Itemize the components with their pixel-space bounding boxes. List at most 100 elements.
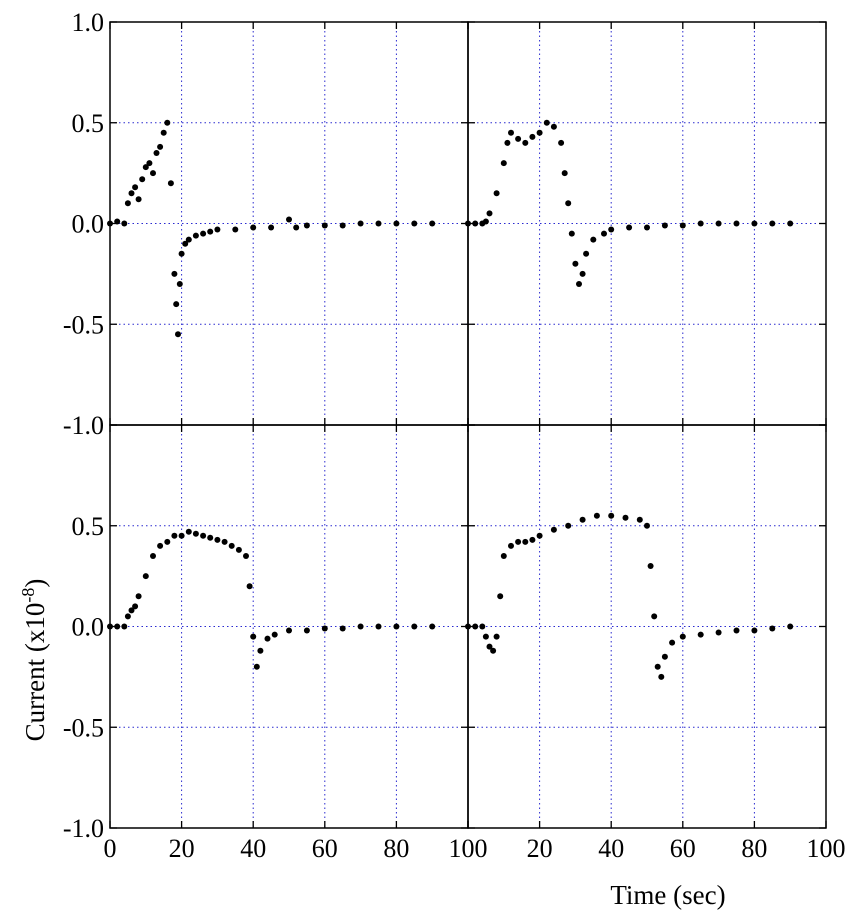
data-point (579, 270, 586, 277)
data-point (697, 220, 704, 227)
data-point (486, 210, 493, 217)
data-point (139, 176, 146, 183)
data-point (132, 603, 139, 610)
data-point (253, 663, 260, 670)
data-point (268, 224, 275, 231)
data-point (142, 164, 149, 171)
data-point (482, 633, 489, 640)
data-points (107, 119, 794, 680)
data-point (500, 553, 507, 559)
data-point (171, 532, 178, 539)
y-tick-label: -1.0 (63, 814, 104, 843)
data-point (321, 625, 328, 632)
y-axis-title-exponent: -8 (18, 588, 38, 603)
data-point (150, 553, 156, 559)
data-point (124, 200, 131, 207)
data-point (769, 625, 776, 632)
y-axis-title: Current (x10-8) (18, 579, 50, 742)
data-point (561, 170, 568, 177)
data-point (715, 629, 722, 636)
data-point (164, 119, 171, 126)
data-point (175, 331, 181, 338)
data-point (508, 542, 514, 549)
data-point (257, 647, 264, 654)
data-point (529, 133, 536, 140)
y-tick-label: 0.0 (72, 613, 105, 642)
y-tick-label: 0.5 (72, 109, 105, 138)
y-tick-label: -1.0 (63, 411, 104, 440)
data-point (293, 224, 300, 231)
data-point (593, 512, 600, 519)
data-point (697, 631, 704, 638)
data-point (375, 623, 382, 630)
data-point (622, 514, 629, 521)
data-point (601, 230, 607, 237)
data-point (500, 160, 507, 167)
data-point (590, 236, 597, 243)
x-axis-title: Time (sec) (610, 880, 725, 910)
data-point (178, 250, 185, 257)
data-point (658, 673, 665, 680)
data-point (303, 222, 310, 229)
data-point (536, 532, 543, 539)
data-point (128, 190, 135, 197)
data-point (132, 184, 139, 191)
data-point (121, 220, 128, 227)
data-point (482, 218, 489, 225)
data-point (235, 546, 242, 553)
data-point (142, 573, 149, 580)
data-point (522, 139, 529, 146)
data-point (515, 538, 522, 545)
y-tick-label: 0.0 (72, 210, 105, 239)
data-point (787, 220, 794, 227)
y-tick-labels: 1.0 0.5 0.0 -0.5 -1.0 0.5 0.0 -0.5 -1.0 (63, 8, 104, 843)
x-tick-label: 60 (312, 834, 338, 863)
data-point (493, 190, 500, 197)
data-point (679, 633, 686, 640)
data-point (429, 623, 436, 630)
data-point (164, 538, 171, 545)
data-point (192, 232, 199, 239)
axis-ticks (109, 21, 827, 829)
data-point (647, 563, 654, 569)
data-point (182, 240, 189, 247)
data-point (192, 530, 199, 537)
data-point (661, 653, 668, 660)
data-point (751, 220, 758, 227)
data-point (715, 220, 722, 227)
data-point (167, 180, 174, 187)
data-point (153, 150, 160, 156)
y-tick-label: 0.5 (72, 512, 105, 541)
data-point (550, 526, 557, 533)
data-point (243, 553, 249, 559)
data-point (608, 226, 615, 233)
data-point (357, 623, 364, 630)
data-point (124, 613, 131, 620)
data-point (214, 536, 221, 543)
data-point (150, 170, 156, 177)
data-point (286, 627, 292, 634)
data-point (787, 623, 794, 630)
y-tick-label: -0.5 (63, 713, 104, 742)
data-point (303, 627, 310, 634)
data-point (565, 522, 572, 529)
data-point (246, 583, 253, 590)
data-point (479, 623, 486, 630)
data-point (497, 593, 504, 600)
data-point (429, 220, 436, 227)
data-point (393, 220, 400, 227)
data-point (490, 647, 497, 654)
data-point (486, 643, 493, 650)
data-point (207, 228, 214, 235)
data-point (508, 129, 514, 136)
data-point (550, 123, 557, 130)
data-point (669, 639, 676, 646)
y-tick-label: -0.5 (63, 310, 104, 339)
data-point (357, 220, 364, 227)
data-point (178, 532, 185, 539)
data-point (135, 196, 142, 203)
data-point (411, 623, 418, 630)
x-tick-label: 20 (169, 834, 195, 863)
data-point (572, 260, 579, 267)
x-tick-label: 100 (807, 834, 846, 863)
